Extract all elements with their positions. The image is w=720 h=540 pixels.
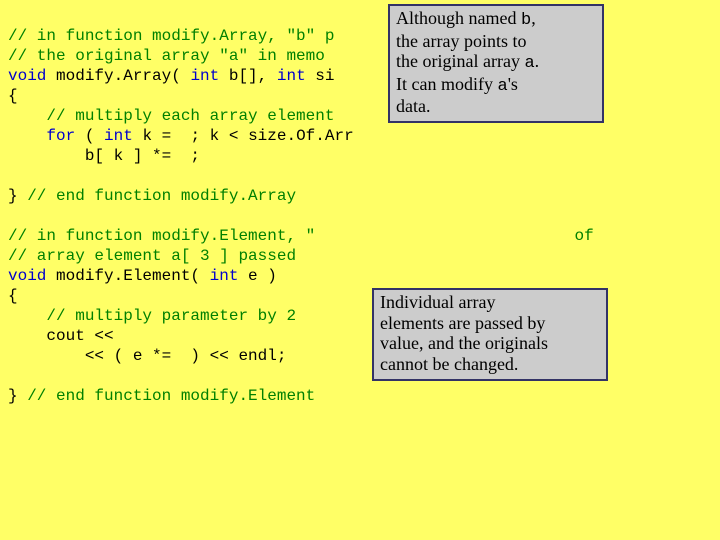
code-text <box>8 127 46 145</box>
callout-line: cannot be changed. <box>380 354 600 375</box>
code-comment: // end function modify.Element <box>27 387 315 405</box>
code-line: // multiply each array element <box>8 107 334 125</box>
callout-line: Individual array <box>380 292 600 313</box>
code-text: modify.Array( <box>46 67 190 85</box>
callout-text: , <box>531 8 536 28</box>
callout-line: Although named b, <box>396 8 596 31</box>
callout-array: Although named b, the array points to th… <box>388 4 604 123</box>
code-line: { <box>8 287 18 305</box>
callout-code: a <box>497 77 507 96</box>
callout-text: the original array <box>396 51 524 71</box>
code-line: // the original array "a" in memo <box>8 47 325 65</box>
code-kw: int <box>210 267 239 285</box>
code-text: k = ; k < size.Of.Arr <box>133 127 354 145</box>
code-kw: int <box>104 127 133 145</box>
code-text: si <box>306 67 335 85</box>
code-kw: void <box>8 67 46 85</box>
callout-text: Although named <box>396 8 521 28</box>
code-text: of <box>565 227 594 245</box>
code-line: b[ k ] *= ; <box>8 147 200 165</box>
code-line: // array element a[ 3 ] passed <box>8 247 306 265</box>
code-comment: // end function modify.Array <box>27 187 296 205</box>
callout-line: value, and the originals <box>380 333 600 354</box>
code-text: modify.Element( <box>46 267 209 285</box>
callout-line: It can modify a's <box>396 74 596 97</box>
callout-element: Individual array elements are passed by … <box>372 288 608 381</box>
code-line: // in function modify.Element, " <box>8 227 315 245</box>
callout-line: the array points to <box>396 31 596 52</box>
callout-code: b <box>521 11 531 30</box>
code-text: ( <box>75 127 104 145</box>
code-text: b[], <box>219 67 277 85</box>
callout-line: data. <box>396 96 596 117</box>
callout-line: the original array a. <box>396 51 596 74</box>
code-kw: for <box>46 127 75 145</box>
code-text: e ) <box>238 267 276 285</box>
callout-code: a <box>524 54 534 73</box>
callout-text: 's <box>508 74 518 94</box>
callout-line: elements are passed by <box>380 313 600 334</box>
code-line: cout << <box>8 327 123 345</box>
code-line: << ( e *= ) << endl; <box>8 347 286 365</box>
callout-text: It can modify <box>396 74 497 94</box>
callout-text: . <box>535 51 540 71</box>
code-line: // in function modify.Array, "b" p <box>8 27 334 45</box>
code-line: // multiply parameter by 2 <box>8 307 296 325</box>
code-kw: void <box>8 267 46 285</box>
code-text: } <box>8 387 27 405</box>
code-kw: int <box>190 67 219 85</box>
code-line: { <box>8 87 18 105</box>
code-kw: int <box>277 67 306 85</box>
code-text: } <box>8 187 27 205</box>
